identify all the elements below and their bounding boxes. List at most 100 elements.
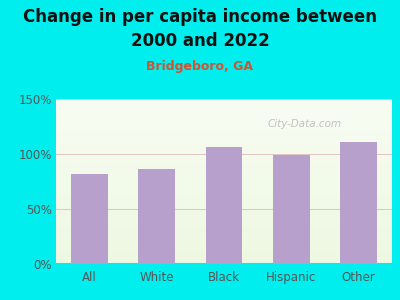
Bar bbox=[56, 208, 392, 209]
Bar bbox=[56, 229, 392, 231]
Bar bbox=[273, 155, 310, 264]
Bar bbox=[56, 203, 392, 205]
Bar bbox=[56, 147, 392, 148]
Bar bbox=[56, 140, 392, 142]
Bar bbox=[56, 186, 392, 188]
Bar bbox=[56, 251, 392, 253]
Bar bbox=[56, 249, 392, 251]
Bar bbox=[56, 153, 392, 155]
Bar bbox=[56, 261, 392, 262]
Bar bbox=[56, 248, 392, 249]
Bar bbox=[56, 158, 392, 160]
Bar bbox=[56, 200, 392, 201]
Bar bbox=[56, 150, 392, 152]
Bar bbox=[56, 116, 392, 117]
Bar bbox=[56, 143, 392, 145]
Bar bbox=[56, 253, 392, 254]
Bar bbox=[56, 238, 392, 239]
Bar bbox=[56, 165, 392, 166]
Bar bbox=[56, 106, 392, 107]
Bar bbox=[56, 211, 392, 213]
Bar bbox=[56, 152, 392, 153]
Bar bbox=[56, 190, 392, 191]
Bar bbox=[56, 109, 392, 110]
Bar bbox=[56, 170, 392, 172]
Bar bbox=[138, 169, 175, 264]
Bar bbox=[56, 191, 392, 193]
Bar bbox=[56, 125, 392, 127]
Bar bbox=[56, 218, 392, 219]
Bar bbox=[56, 244, 392, 246]
Bar bbox=[56, 188, 392, 190]
Bar bbox=[56, 99, 392, 100]
Bar bbox=[56, 262, 392, 264]
Bar bbox=[56, 213, 392, 214]
Bar bbox=[56, 223, 392, 224]
Bar bbox=[56, 233, 392, 234]
Bar bbox=[56, 182, 392, 183]
Bar bbox=[56, 175, 392, 176]
Bar bbox=[56, 129, 392, 130]
Bar bbox=[56, 236, 392, 238]
Bar bbox=[56, 142, 392, 144]
Bar bbox=[56, 176, 392, 178]
Bar bbox=[56, 226, 392, 228]
Bar bbox=[56, 216, 392, 218]
Bar bbox=[56, 112, 392, 114]
Bar bbox=[56, 155, 392, 157]
Bar bbox=[56, 104, 392, 106]
Bar bbox=[56, 214, 392, 216]
Bar bbox=[56, 110, 392, 112]
Bar bbox=[56, 120, 392, 122]
Bar bbox=[56, 117, 392, 119]
Bar bbox=[56, 239, 392, 241]
Bar bbox=[56, 114, 392, 116]
Bar bbox=[56, 167, 392, 168]
Bar bbox=[56, 241, 392, 242]
Bar bbox=[206, 147, 242, 264]
Bar bbox=[56, 256, 392, 257]
Bar bbox=[56, 224, 392, 226]
Bar bbox=[56, 183, 392, 185]
Bar bbox=[56, 180, 392, 182]
Bar bbox=[56, 254, 392, 256]
Bar bbox=[340, 142, 377, 264]
Bar bbox=[56, 259, 392, 261]
Bar bbox=[56, 163, 392, 165]
Bar bbox=[56, 122, 392, 124]
Bar bbox=[56, 198, 392, 200]
Bar bbox=[56, 145, 392, 147]
Bar bbox=[56, 196, 392, 198]
Bar bbox=[56, 130, 392, 132]
Bar bbox=[56, 205, 392, 206]
Bar bbox=[56, 137, 392, 139]
Bar bbox=[56, 221, 392, 223]
Bar bbox=[56, 246, 392, 247]
Bar bbox=[56, 132, 392, 134]
Bar bbox=[56, 228, 392, 229]
Bar bbox=[56, 139, 392, 140]
Text: 2000 and 2022: 2000 and 2022 bbox=[131, 32, 269, 50]
Bar bbox=[56, 135, 392, 137]
Bar bbox=[56, 157, 392, 158]
Bar bbox=[56, 107, 392, 109]
Bar bbox=[56, 193, 392, 195]
Bar bbox=[56, 201, 392, 203]
Bar bbox=[56, 231, 392, 233]
Bar bbox=[56, 172, 392, 173]
Bar bbox=[56, 178, 392, 180]
Bar bbox=[56, 162, 392, 163]
Text: Bridgeboro, GA: Bridgeboro, GA bbox=[146, 60, 254, 73]
Bar bbox=[56, 257, 392, 259]
Bar bbox=[56, 209, 392, 211]
Bar bbox=[56, 195, 392, 196]
Bar bbox=[56, 134, 392, 135]
Bar bbox=[56, 148, 392, 150]
Bar bbox=[56, 127, 392, 129]
Bar bbox=[56, 168, 392, 170]
Bar bbox=[56, 124, 392, 125]
Bar bbox=[56, 234, 392, 236]
Bar bbox=[56, 242, 392, 244]
Text: Change in per capita income between: Change in per capita income between bbox=[23, 8, 377, 26]
Bar bbox=[56, 102, 392, 104]
